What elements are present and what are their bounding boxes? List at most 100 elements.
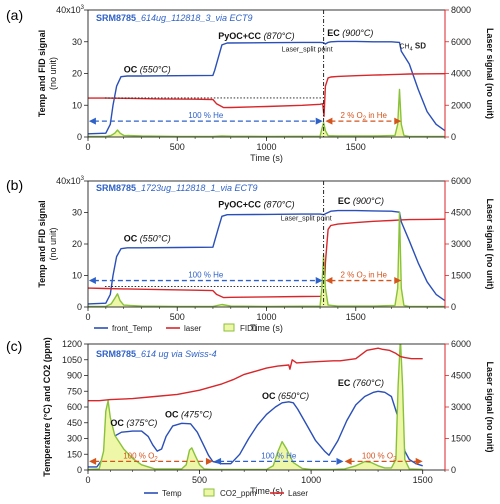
series-line-FID1 — [88, 88, 445, 137]
legend-panels-ab: front_Temp laser FID1 — [94, 323, 258, 333]
stage-label-temp: (475°C) — [178, 410, 212, 420]
stage-label: EC (900°C) — [338, 196, 384, 206]
arrow-head-right — [394, 277, 402, 285]
arrow-label-text: 100 % He — [188, 271, 224, 280]
x-axis-label: Time (s) — [250, 323, 283, 333]
stage-label-temp: (550°C) — [137, 234, 171, 244]
arrow-head-right — [336, 457, 344, 465]
annotation-label: Laser_split point — [281, 216, 332, 223]
stage-label-temp: (900°C) — [350, 196, 384, 206]
y-right-tick-label: 3000 — [451, 402, 471, 412]
stage-label: PyOC+CC (870°C) — [218, 199, 294, 209]
stage-label: EC (760°C) — [338, 378, 384, 388]
stage-label-temp: (870°C) — [261, 199, 295, 209]
series-line-laser — [88, 218, 445, 303]
y-right-tick-label: 6000 — [451, 176, 471, 186]
y-right-tick-label: 4500 — [451, 371, 471, 381]
x-tick-label: 1500 — [413, 475, 433, 485]
y-left-tick-label: 20 — [72, 69, 82, 79]
legend-label-Temp: Temp — [162, 489, 182, 498]
series-line-CO2_ppm — [88, 344, 423, 470]
annotation-label: CH4 SD — [399, 42, 426, 53]
stage-label: OC (375°C) — [110, 418, 157, 428]
series-line-front_Temp — [88, 40, 445, 135]
arrow-label-sub: 2 — [363, 276, 367, 282]
chart-title-rest: _614 ug via Swiss-4 — [135, 349, 217, 359]
y-left-tick-label: 0 — [77, 302, 82, 312]
arrow-head-left — [89, 457, 97, 465]
stage-label: PyOC+CC (870°C) — [218, 31, 294, 41]
series-line-laser — [88, 73, 445, 118]
stage-label: OC (650°C) — [262, 391, 309, 401]
y-right-tick-label: 4000 — [451, 69, 471, 79]
x-tick-label: 1000 — [256, 312, 276, 322]
x-tick-label: 0 — [85, 142, 90, 152]
arrow-label-sub: 2 — [393, 456, 397, 462]
panel-b: (b) 100 % He 2 % O2 in He OC (550°C) PyOC+CC… — [6, 176, 495, 333]
stage-label-temp: (375°C) — [124, 418, 158, 428]
y-right-tick-label: 3000 — [451, 239, 471, 249]
annotation-sub: 4 — [410, 47, 413, 53]
y-exponent-base: 40x10 — [56, 176, 81, 186]
panel-label: (b) — [6, 177, 23, 193]
x-tick-label: 500 — [170, 142, 185, 152]
y-left-tick-label: 450 — [67, 418, 82, 428]
legend-label-FID1: FID1 — [240, 324, 258, 333]
arrow-label-text: 100 % O — [123, 451, 154, 460]
y-exponent-base: 40x10 — [56, 5, 81, 15]
y-left-tick-label: 10 — [72, 271, 82, 281]
arrow-head-left — [214, 457, 222, 465]
series-fill-CO2_ppm — [88, 344, 423, 470]
stage-label-name: EC — [327, 28, 340, 38]
series-line-Temp — [88, 390, 423, 468]
stage-label-name: PyOC+CC — [218, 199, 261, 209]
y-right-tick-label: 8000 — [451, 5, 471, 15]
y-left-tick-label: 900 — [67, 371, 82, 381]
arrow-label: 100 % He — [188, 271, 224, 280]
arrow-head-right — [315, 117, 323, 125]
plot-area — [88, 344, 423, 470]
stage-label: OC (475°C) — [165, 410, 212, 420]
stage-label: EC (900°C) — [327, 28, 373, 38]
stage-label: OC (550°C) — [124, 234, 171, 244]
legend-label-front_Temp: front_Temp — [112, 324, 153, 333]
y-right-tick-label: 0 — [451, 132, 456, 142]
y-left-axis-label-2: (no unit) — [48, 57, 58, 90]
legend-swatch-CO2_ppm — [203, 488, 215, 497]
y-left-tick-label: 600 — [67, 402, 82, 412]
arrow-label-after: in He — [366, 111, 387, 120]
annotation-label: Laser_split point — [282, 46, 333, 53]
stage-label-name: OC — [165, 410, 179, 420]
y-left-axis-label: Temp and FID signal — [37, 200, 47, 287]
chart-title-bold: SRM8785 — [96, 183, 136, 193]
y-exponent-label: 40x103 — [56, 176, 85, 186]
y-right-axis-label: Laser signal (no unit) — [485, 198, 495, 289]
x-axis-label: Time (s) — [250, 153, 283, 163]
y-right-tick-label: 4500 — [451, 208, 471, 218]
x-tick-label: 1000 — [256, 142, 276, 152]
arrow-label-after: in He — [366, 271, 387, 280]
chart-title-rest: _1723ug_112818_1_via ECT9 — [135, 183, 257, 193]
arrow-label-text: 100 % He — [188, 111, 224, 120]
y-right-tick-label: 0 — [451, 465, 456, 475]
arrow-label-text: 2 % O — [341, 111, 363, 120]
legend-label-laser: laser — [184, 324, 202, 333]
stage-label-temp: (760°C) — [350, 378, 384, 388]
plot-area — [88, 40, 445, 137]
panel-label: (a) — [6, 7, 23, 23]
arrow-head-right — [415, 457, 423, 465]
stage-label-temp: (550°C) — [137, 65, 171, 75]
y-left-tick-label: 30 — [72, 37, 82, 47]
chart-title: SRM8785_614ug_112818_3_via ECT9 — [96, 13, 252, 23]
arrow-label-sub: 2 — [363, 116, 367, 122]
arrow-label-text: 100 % He — [261, 451, 297, 460]
stage-label-name: OC — [124, 65, 138, 75]
x-tick-label: 500 — [192, 475, 207, 485]
x-axis-label: Time (s) — [250, 486, 283, 496]
plot-area — [88, 209, 445, 307]
stage-label-name: EC — [338, 196, 351, 206]
x-tick-label: 0 — [85, 312, 90, 322]
chart-title-bold: SRM8785 — [96, 13, 136, 23]
series-line-Laser — [88, 347, 423, 402]
